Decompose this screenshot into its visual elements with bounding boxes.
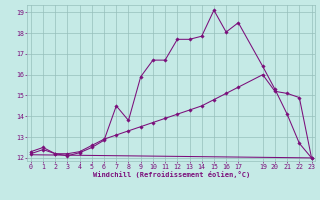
- X-axis label: Windchill (Refroidissement éolien,°C): Windchill (Refroidissement éolien,°C): [92, 171, 250, 178]
